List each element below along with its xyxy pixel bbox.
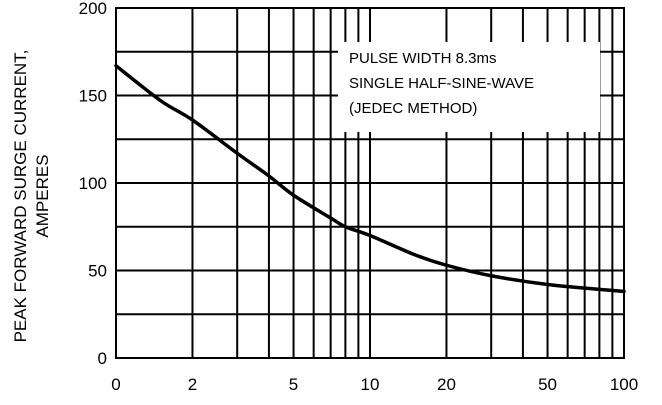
x-tick-label: 50 xyxy=(538,375,557,394)
surge-curve-line xyxy=(114,64,626,294)
y-tick-label: 200 xyxy=(79,0,107,18)
annotation-line-2: SINGLE HALF-SINE-WAVE xyxy=(349,75,534,92)
plot-frame xyxy=(115,7,625,359)
y-tick-label: 50 xyxy=(88,262,107,281)
y-axis-label-line-1: PEAK FORWARD SURGE CURRENT, xyxy=(11,50,30,343)
x-tick-label: 0 xyxy=(111,375,120,394)
x-tick-label: 5 xyxy=(289,375,298,394)
annotation-background xyxy=(338,42,600,132)
x-tick-label: 2 xyxy=(188,375,197,394)
x-tick-label: 20 xyxy=(437,375,456,394)
y-tick-label: 150 xyxy=(79,87,107,106)
annotation-line-3: (JEDEC METHOD) xyxy=(349,100,477,117)
y-tick-label: 0 xyxy=(98,349,107,368)
annotation-line-1: PULSE WIDTH 8.3ms xyxy=(349,50,497,67)
x-tick-label: 100 xyxy=(610,375,638,394)
x-tick-labels: 0 2 5 10 20 50 100 xyxy=(111,375,638,394)
y-tick-label: 100 xyxy=(79,174,107,193)
y-axis-label-line-2: AMPERES xyxy=(33,154,52,237)
x-tick-label: 10 xyxy=(361,375,380,394)
annotation: PULSE WIDTH 8.3ms SINGLE HALF-SINE-WAVE … xyxy=(349,50,534,117)
y-tick-labels: 0 50 100 150 200 xyxy=(79,0,107,368)
